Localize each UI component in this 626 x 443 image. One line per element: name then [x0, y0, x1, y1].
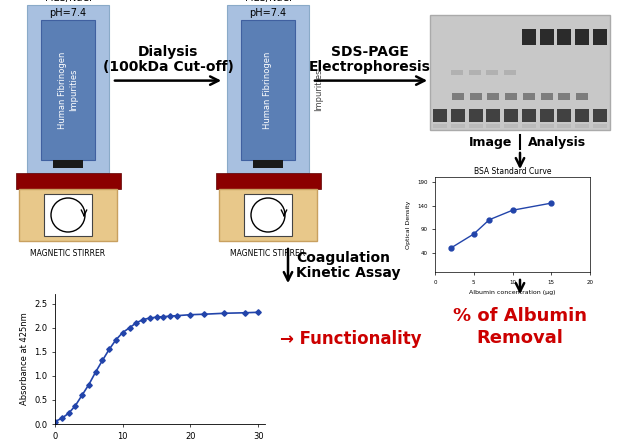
Text: Impurities: Impurities	[314, 69, 324, 111]
Bar	[241, 20, 295, 160]
Bar	[504, 70, 516, 75]
Bar	[486, 124, 500, 128]
Bar	[593, 109, 607, 122]
Bar	[468, 109, 483, 122]
Bar	[253, 160, 283, 168]
Bar	[557, 124, 572, 128]
Bar	[451, 70, 463, 75]
Bar	[558, 93, 570, 100]
Text: Removal: Removal	[476, 329, 563, 347]
Bar	[593, 29, 607, 45]
Bar	[487, 93, 500, 100]
Text: MAGNETIC STIRRER: MAGNETIC STIRRER	[31, 249, 106, 257]
Text: Analysis: Analysis	[528, 136, 586, 148]
Text: MAGNETIC STIRRER: MAGNETIC STIRRER	[230, 249, 305, 257]
Text: Dialysis: Dialysis	[138, 45, 198, 58]
Bar	[504, 109, 518, 122]
Bar	[576, 93, 588, 100]
Bar	[215, 173, 321, 189]
Bar	[522, 109, 536, 122]
Text: pH=7.4: pH=7.4	[49, 8, 86, 18]
Bar	[227, 5, 309, 173]
Bar	[486, 70, 498, 75]
Bar	[433, 109, 447, 122]
Bar	[219, 189, 317, 241]
Bar	[505, 93, 517, 100]
Bar	[452, 93, 464, 100]
Y-axis label: Absorbance at 425nm: Absorbance at 425nm	[19, 313, 29, 405]
Bar	[470, 93, 481, 100]
X-axis label: Albumin concentration (μg): Albumin concentration (μg)	[470, 290, 556, 295]
Text: SDS-PAGE: SDS-PAGE	[331, 45, 408, 58]
Bar	[430, 15, 610, 130]
Bar	[486, 109, 500, 122]
Bar	[575, 109, 589, 122]
Bar	[244, 194, 292, 236]
Bar	[522, 29, 536, 45]
Bar	[540, 109, 553, 122]
Bar	[557, 29, 572, 45]
Text: → Functionality: → Functionality	[280, 330, 422, 349]
Text: Image: Image	[469, 136, 512, 148]
Bar	[44, 194, 92, 236]
Bar	[523, 93, 535, 100]
Bar	[540, 124, 553, 128]
Text: Kinetic Assay: Kinetic Assay	[296, 266, 401, 280]
Bar	[557, 109, 572, 122]
Bar	[468, 70, 481, 75]
Text: (100kDa Cut-off): (100kDa Cut-off)	[103, 60, 233, 74]
Text: Electrophoresis: Electrophoresis	[309, 60, 431, 74]
Bar	[16, 173, 120, 189]
Bar	[540, 29, 553, 45]
Text: Coagulation: Coagulation	[296, 251, 390, 265]
Bar	[522, 124, 536, 128]
Bar	[575, 29, 589, 45]
Text: Human Fibrinogen: Human Fibrinogen	[264, 51, 272, 128]
Bar	[504, 124, 518, 128]
Bar	[575, 124, 589, 128]
Bar	[433, 124, 447, 128]
Bar	[53, 160, 83, 168]
Bar	[541, 93, 553, 100]
Bar	[468, 124, 483, 128]
Bar	[593, 124, 607, 128]
Text: % of Albumin: % of Albumin	[453, 307, 587, 325]
Bar	[451, 124, 464, 128]
Text: MES/NaCl: MES/NaCl	[44, 0, 91, 3]
Bar	[41, 20, 95, 160]
Text: pH=7.4: pH=7.4	[249, 8, 287, 18]
Title: BSA Standard Curve: BSA Standard Curve	[474, 167, 552, 176]
Bar	[27, 5, 109, 173]
Text: MES/NaCl: MES/NaCl	[245, 0, 292, 3]
Bar	[19, 189, 117, 241]
Text: Human Fibrinogen
Impurities: Human Fibrinogen Impurities	[58, 51, 78, 128]
Y-axis label: Optical Density: Optical Density	[406, 200, 411, 249]
Bar	[451, 109, 464, 122]
